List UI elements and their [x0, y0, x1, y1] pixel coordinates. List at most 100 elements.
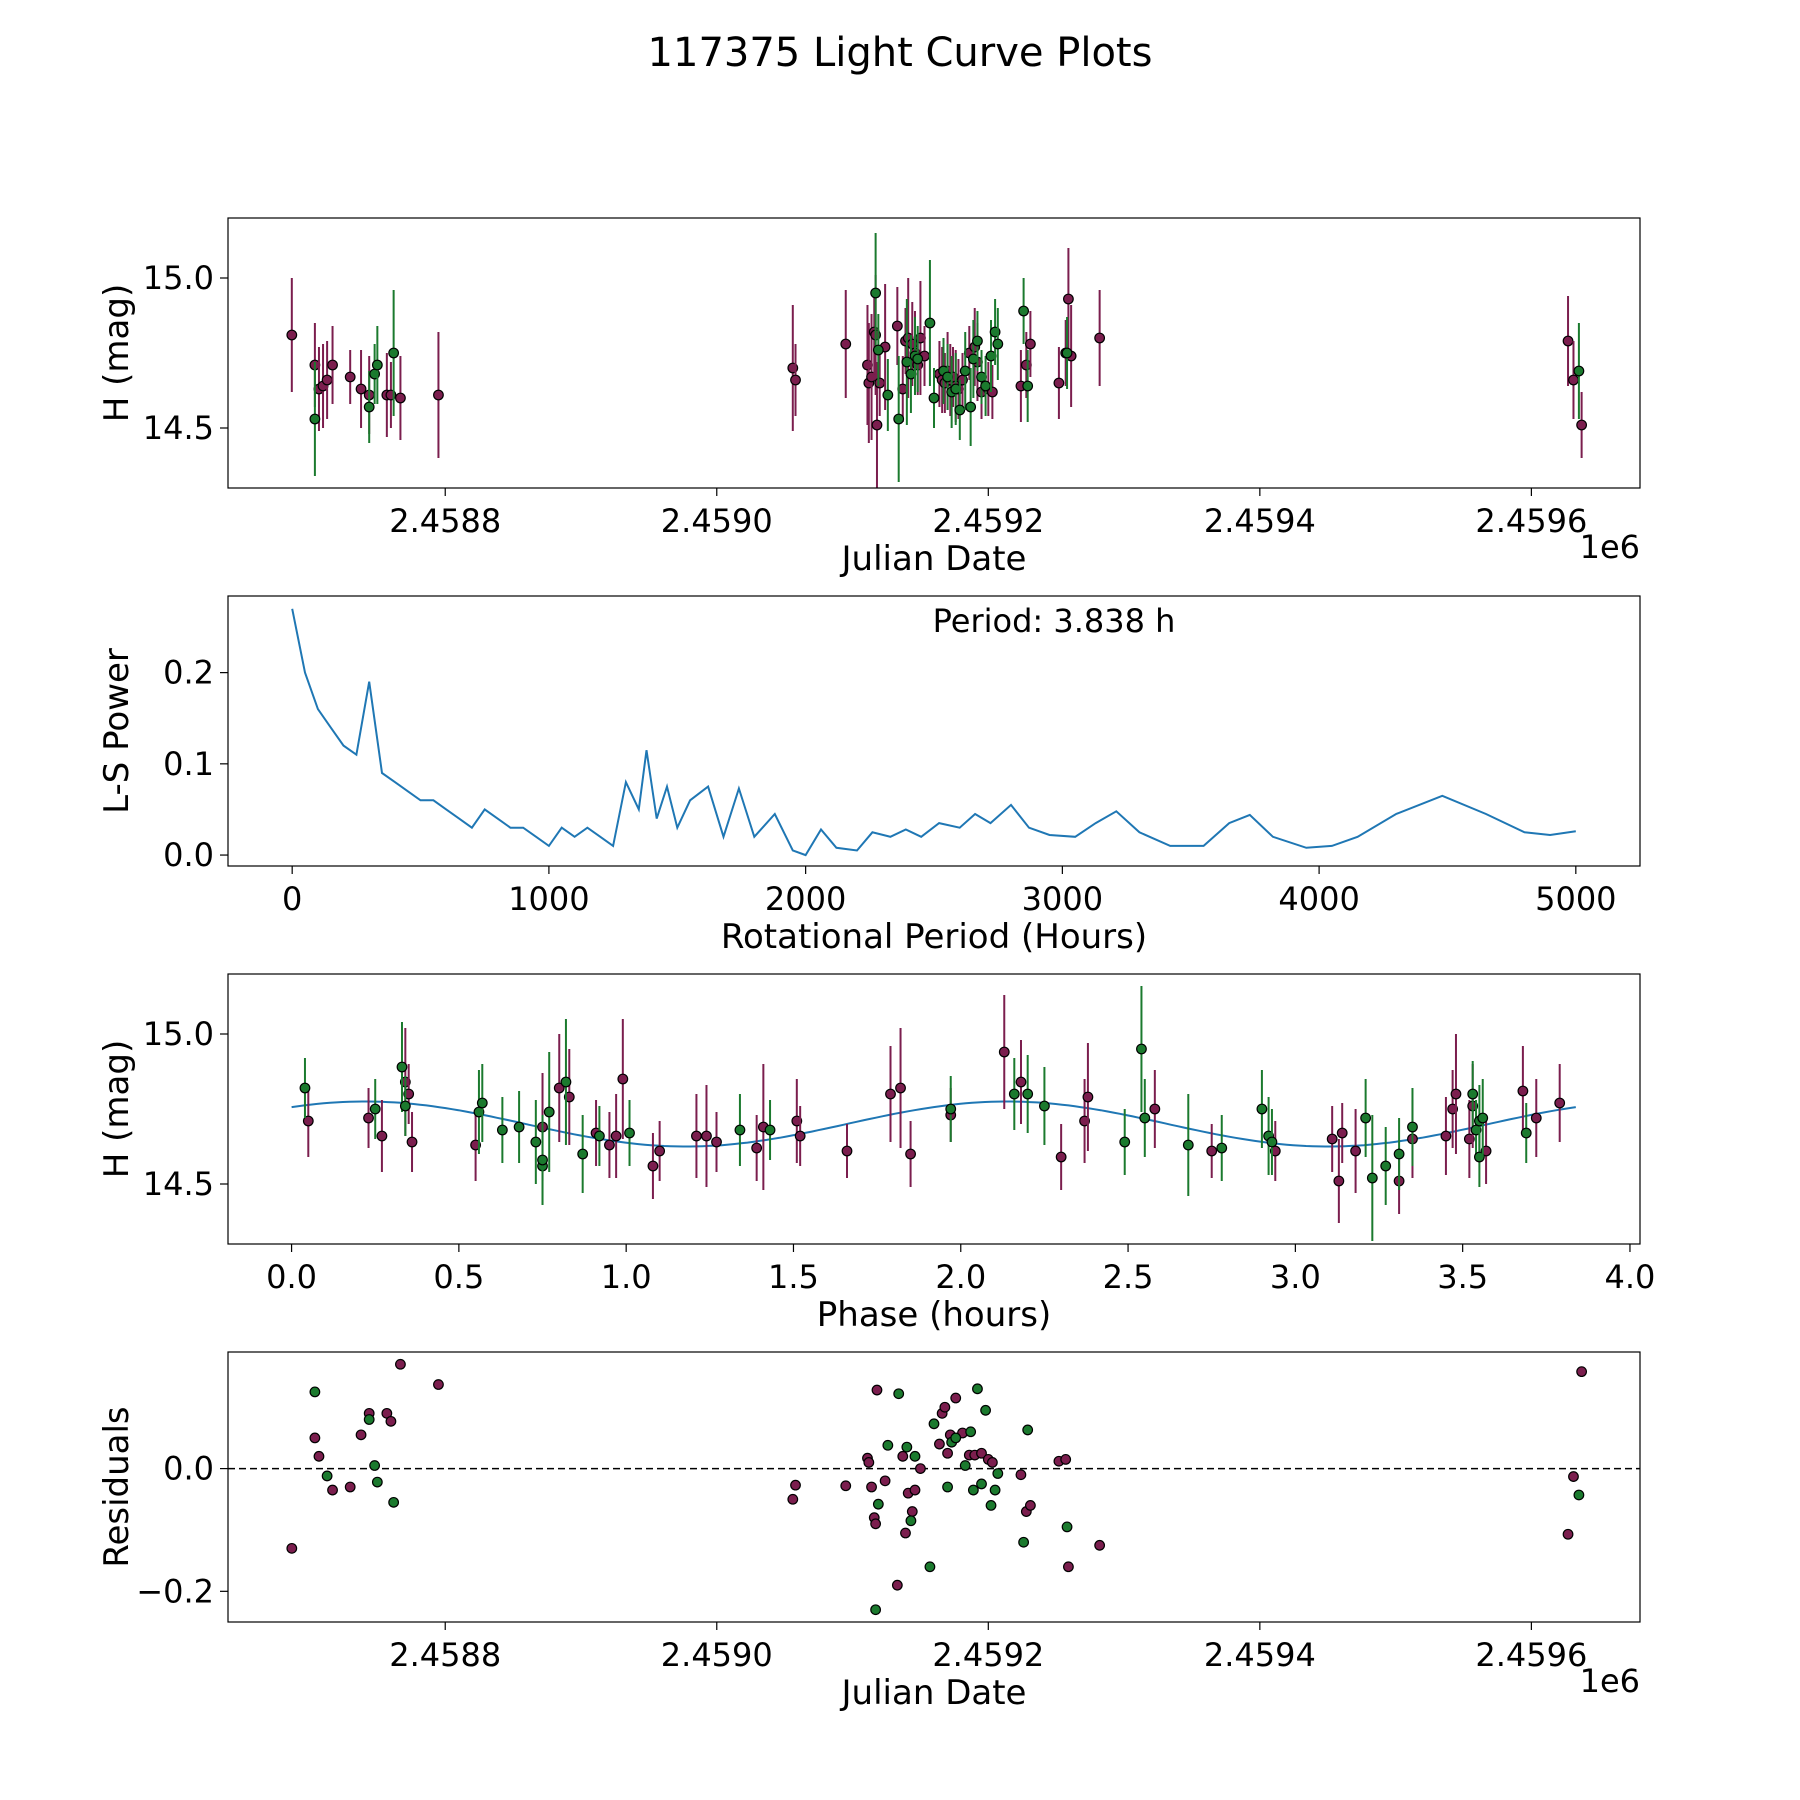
- data-point: [1326, 1133, 1338, 1145]
- data-point: [711, 1136, 722, 1148]
- data-point: [915, 1463, 926, 1474]
- x-tick-label: 2000: [765, 880, 846, 918]
- data-point: [1336, 1127, 1348, 1139]
- data-point: [893, 1388, 905, 1400]
- series-magenta: [286, 1358, 1588, 1591]
- x-tick-label: 2.4594: [1204, 502, 1316, 540]
- data-point: [1015, 1076, 1027, 1088]
- data-point: [433, 1379, 444, 1390]
- plot-area: [291, 986, 1576, 1241]
- data-point: [900, 1527, 911, 1539]
- x-tick-label: 2.4588: [389, 502, 501, 540]
- data-point: [1182, 1139, 1194, 1151]
- data-point: [624, 1127, 635, 1139]
- data-point: [939, 1401, 951, 1413]
- data-point: [1018, 305, 1030, 317]
- data-point: [1063, 1561, 1074, 1573]
- data-point: [840, 338, 852, 350]
- x-axis-label: Rotational Period (Hours): [721, 917, 1147, 957]
- panel-periodogram: 0 1000 2000 3000 4000 5000 0.0 0.1 0.2 Rotational…: [97, 595, 1641, 957]
- data-point: [986, 1457, 998, 1468]
- data-point: [543, 1106, 555, 1118]
- data-point: [327, 359, 338, 371]
- data-point: [872, 1498, 884, 1510]
- data-point: [537, 1154, 548, 1166]
- data-point: [942, 1447, 953, 1459]
- data-point: [1094, 332, 1106, 344]
- data-point: [476, 1097, 488, 1109]
- data-point: [1407, 1121, 1418, 1133]
- data-point: [376, 1130, 388, 1142]
- data-point: [302, 1115, 314, 1127]
- data-point: [882, 1439, 894, 1451]
- data-point: [604, 1139, 615, 1151]
- data-point: [1082, 1091, 1094, 1103]
- data-point: [954, 404, 966, 416]
- y-axis-label: Residuals: [97, 1406, 137, 1567]
- data-point: [870, 1518, 882, 1530]
- data-point: [1136, 1043, 1147, 1055]
- data-point: [972, 1383, 983, 1395]
- data-point: [363, 401, 375, 413]
- data-point: [1350, 1145, 1361, 1157]
- data-point: [406, 1136, 418, 1148]
- x-tick-label: 1000: [508, 880, 589, 918]
- figure-title: 117375 Light Curve Plots: [648, 30, 1153, 76]
- series-green: [309, 233, 1585, 482]
- data-point: [388, 1496, 400, 1508]
- data-point: [992, 338, 1004, 350]
- data-point: [945, 1103, 957, 1115]
- data-point: [897, 1450, 909, 1462]
- data-point: [1568, 374, 1579, 386]
- x-tick-label: 1.5: [768, 1258, 819, 1296]
- data-point: [895, 1082, 906, 1094]
- y-tick-label: 0.2: [163, 654, 214, 692]
- data-point: [734, 1124, 746, 1136]
- axes-frame: [227, 973, 1641, 1245]
- x-tick-label: 2.4592: [932, 502, 1044, 540]
- x-tick-label: 2.5: [1103, 1258, 1154, 1296]
- data-point: [1008, 1088, 1020, 1100]
- data-point: [924, 317, 936, 329]
- data-point: [1055, 1151, 1067, 1163]
- data-point: [1149, 1103, 1161, 1115]
- data-point: [1024, 1500, 1036, 1511]
- data-point: [840, 1480, 852, 1492]
- data-point: [976, 1447, 987, 1459]
- x-axis-label: Julian Date: [840, 1673, 1027, 1713]
- y-tick-label: 14.5: [143, 409, 214, 447]
- data-point: [794, 1130, 806, 1142]
- data-point: [1119, 1136, 1131, 1148]
- data-point: [959, 1460, 971, 1471]
- x-tick-label: 4.0: [1605, 1258, 1656, 1296]
- data-point: [553, 1082, 565, 1094]
- series-green: [299, 986, 1532, 1241]
- data-point: [1061, 347, 1073, 359]
- y-axis-label: H (mag): [97, 284, 137, 422]
- periodogram-line: [291, 608, 1576, 857]
- data-point: [1333, 1175, 1345, 1187]
- data-point: [1520, 1127, 1532, 1139]
- data-point: [992, 1468, 1004, 1479]
- data-point: [647, 1160, 659, 1172]
- data-point: [321, 374, 333, 386]
- data-point: [1022, 380, 1034, 392]
- data-point: [1554, 1097, 1566, 1109]
- data-point: [313, 1450, 325, 1462]
- data-point: [891, 320, 903, 332]
- data-point: [385, 1415, 397, 1427]
- data-point: [309, 1432, 321, 1444]
- data-point: [1450, 1088, 1462, 1100]
- y-axis-label: L-S Power: [97, 648, 137, 814]
- data-point: [928, 1418, 940, 1430]
- data-point: [530, 1136, 542, 1148]
- x-axis-label: Phase (hours): [817, 1295, 1051, 1335]
- data-point: [691, 1130, 702, 1142]
- data-point: [1360, 1112, 1372, 1124]
- data-point: [399, 1100, 411, 1112]
- data-point: [1256, 1103, 1268, 1115]
- x-axis-label: Julian Date: [840, 539, 1027, 579]
- plot-area: [228, 1358, 1640, 1616]
- fit-curve: [291, 1100, 1576, 1148]
- data-point: [1018, 1536, 1030, 1548]
